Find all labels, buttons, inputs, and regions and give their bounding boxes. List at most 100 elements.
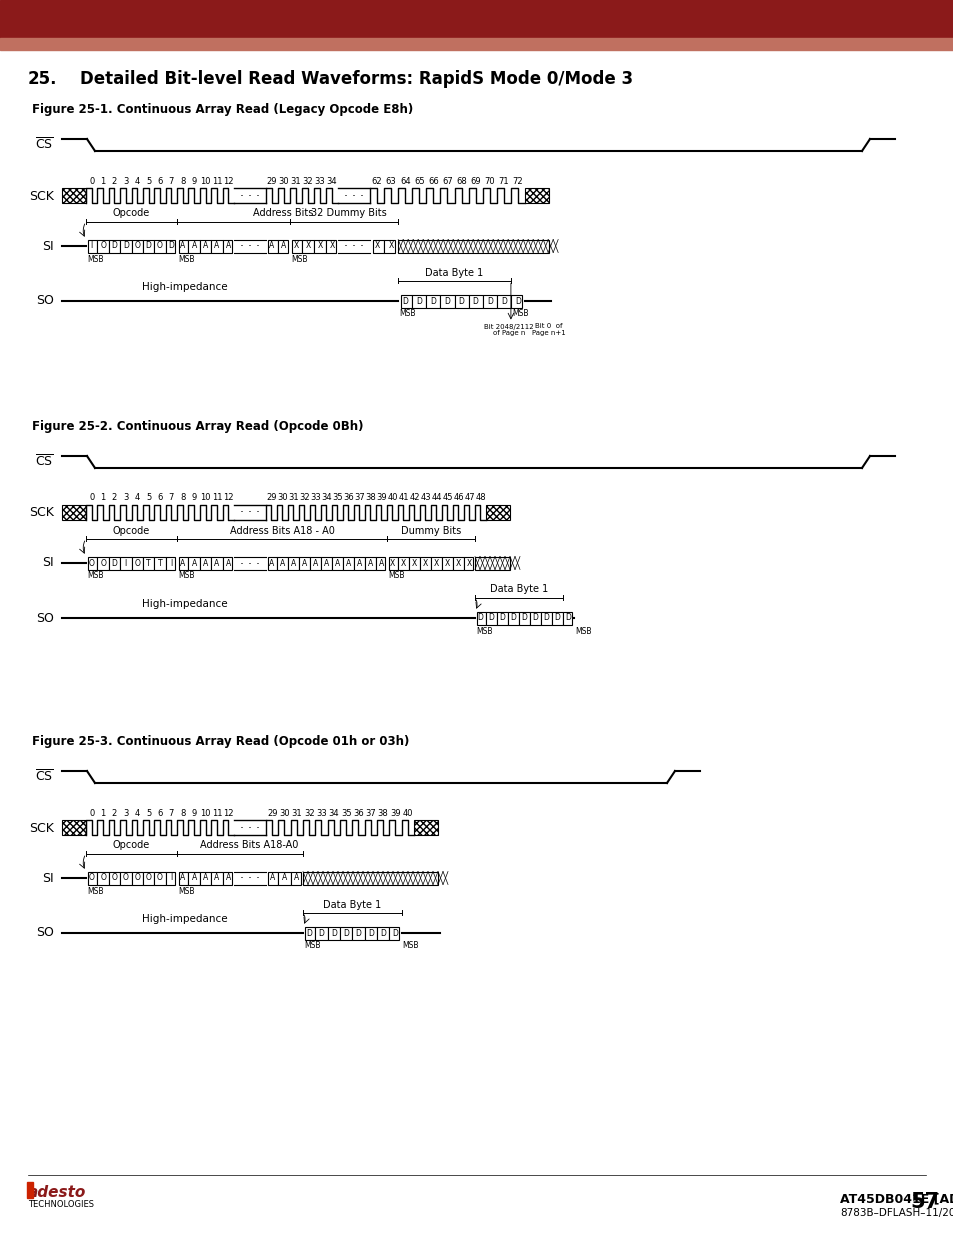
Text: 62: 62 [372, 177, 382, 185]
Polygon shape [179, 240, 189, 252]
Text: 30: 30 [277, 494, 288, 503]
Polygon shape [166, 872, 174, 884]
Text: D: D [486, 296, 492, 305]
Text: A: A [313, 558, 317, 568]
Polygon shape [222, 240, 232, 252]
Text: D: D [112, 242, 117, 251]
Text: 67: 67 [441, 177, 453, 185]
Polygon shape [314, 240, 326, 252]
Text: MSB: MSB [512, 310, 528, 319]
Bar [414, 820, 437, 835]
Text: 31: 31 [291, 177, 301, 185]
Text: 30: 30 [279, 809, 290, 818]
Text: D: D [416, 296, 422, 305]
Polygon shape [518, 611, 530, 625]
Text: 37: 37 [365, 809, 375, 818]
Text: A: A [291, 558, 295, 568]
Text: 8: 8 [180, 809, 185, 818]
Text: X: X [444, 558, 450, 568]
Text: O: O [146, 873, 152, 883]
Polygon shape [132, 557, 143, 569]
Polygon shape [409, 557, 419, 569]
Text: I: I [125, 558, 127, 568]
Text: · · ·: · · · [240, 241, 260, 253]
Text: 10: 10 [200, 809, 211, 818]
Text: 32: 32 [299, 494, 310, 503]
Text: A: A [294, 873, 299, 883]
Text: 5: 5 [146, 809, 152, 818]
Text: D: D [500, 296, 506, 305]
Polygon shape [222, 557, 232, 569]
Polygon shape [97, 240, 109, 252]
Text: O: O [134, 873, 140, 883]
Polygon shape [426, 294, 440, 308]
Text: 40: 40 [402, 809, 413, 818]
Text: D: D [392, 929, 398, 937]
Text: 29: 29 [267, 177, 277, 185]
Bar [62, 188, 86, 203]
Text: SCK: SCK [30, 821, 54, 835]
Text: 43: 43 [419, 494, 431, 503]
Polygon shape [352, 926, 364, 940]
Text: · · ·: · · · [344, 189, 364, 203]
Text: MSB: MSB [178, 887, 194, 895]
Text: A: A [226, 242, 231, 251]
Polygon shape [332, 557, 343, 569]
Text: X: X [388, 242, 394, 251]
Text: I: I [91, 242, 92, 251]
Text: A: A [226, 558, 231, 568]
Text: 7: 7 [169, 177, 173, 185]
Text: A: A [214, 873, 219, 883]
Text: 33: 33 [315, 809, 327, 818]
Text: A: A [192, 242, 196, 251]
Polygon shape [166, 240, 174, 252]
Polygon shape [89, 557, 97, 569]
Polygon shape [166, 557, 174, 569]
Text: A: A [368, 558, 373, 568]
Text: 36: 36 [353, 809, 363, 818]
Text: A: A [346, 558, 351, 568]
Text: D: D [146, 242, 152, 251]
Text: 33: 33 [310, 494, 320, 503]
Text: 39: 39 [375, 494, 386, 503]
Polygon shape [320, 557, 332, 569]
Text: 5: 5 [146, 177, 152, 185]
Text: 45: 45 [442, 494, 453, 503]
Text: · · ·: · · · [240, 189, 260, 203]
Text: O: O [157, 242, 163, 251]
Polygon shape [441, 557, 453, 569]
Polygon shape [364, 926, 376, 940]
Text: X: X [374, 242, 379, 251]
Polygon shape [222, 872, 232, 884]
Polygon shape [305, 926, 315, 940]
Text: 6: 6 [157, 809, 163, 818]
Text: D: D [473, 296, 478, 305]
Text: 72: 72 [512, 177, 522, 185]
Text: 70: 70 [484, 177, 495, 185]
Polygon shape [189, 240, 199, 252]
Polygon shape [497, 294, 511, 308]
Text: D: D [112, 558, 117, 568]
Bar [397, 240, 548, 252]
Text: 9: 9 [192, 494, 196, 503]
Polygon shape [354, 557, 365, 569]
Polygon shape [476, 611, 485, 625]
Text: T: T [146, 558, 151, 568]
Text: MSB: MSB [304, 941, 320, 951]
Text: Data Byte 1: Data Byte 1 [323, 899, 381, 909]
Text: X: X [456, 558, 460, 568]
Text: 9: 9 [192, 177, 196, 185]
Bar [303, 872, 437, 884]
Text: A: A [214, 558, 219, 568]
Text: D: D [554, 614, 559, 622]
Text: A: A [281, 873, 287, 883]
Polygon shape [278, 872, 291, 884]
Text: 68: 68 [456, 177, 466, 185]
Polygon shape [310, 557, 320, 569]
Text: 7: 7 [169, 809, 173, 818]
Text: 64: 64 [399, 177, 410, 185]
Text: High-impedance: High-impedance [142, 599, 228, 609]
Polygon shape [389, 557, 397, 569]
Text: X: X [466, 558, 472, 568]
Text: O: O [89, 558, 94, 568]
